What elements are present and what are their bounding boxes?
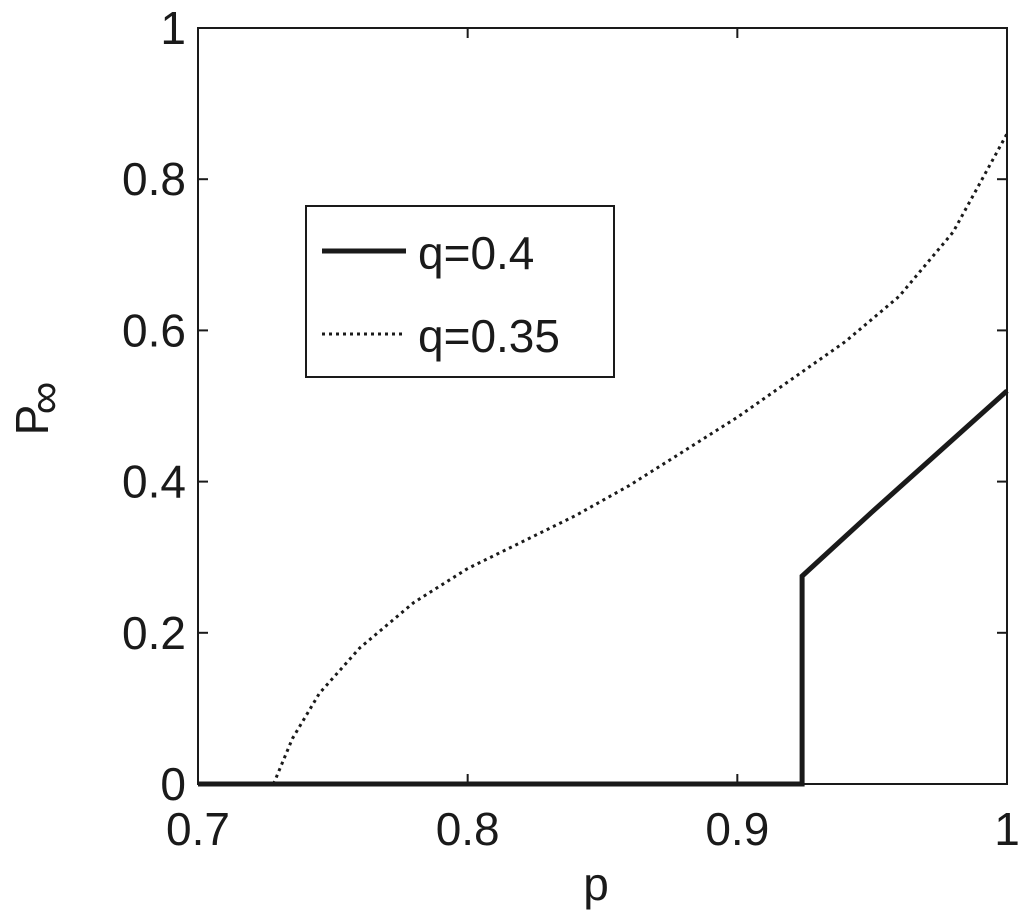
series-line-q-0-4: [198, 389, 1009, 787]
x-axis-label: p: [583, 858, 609, 910]
y-axis-label-subscript: ∞: [18, 382, 70, 415]
x-tick-label: 0.8: [436, 803, 500, 855]
legend: q=0.4 q=0.35: [305, 205, 615, 378]
series-lines: [198, 133, 1009, 787]
legend-label: q=0.4: [418, 227, 534, 279]
axis-ticks: 0.7 0.8 0.9 1 0 0.2 0.4 0.6 0.8 1: [122, 2, 1020, 855]
plot-frame: [197, 27, 1008, 785]
x-tick-label: 1: [994, 803, 1020, 855]
plot-border: [197, 27, 1008, 785]
x-tick-label: 0.7: [166, 803, 230, 855]
y-tick-label: 0: [160, 758, 186, 810]
legend-label: q=0.35: [418, 310, 560, 362]
y-tick-label: 0.6: [122, 304, 186, 356]
y-tick-label: 0.4: [122, 456, 186, 508]
y-tick-label: 0.8: [122, 153, 186, 205]
y-axis-label-group: P: [6, 405, 58, 436]
y-axis-label: P: [6, 405, 58, 436]
legend-box: [305, 205, 615, 378]
y-tick-label: 1: [160, 2, 186, 54]
y-tick-label: 0.2: [122, 607, 186, 659]
x-tick-label: 0.9: [705, 803, 769, 855]
